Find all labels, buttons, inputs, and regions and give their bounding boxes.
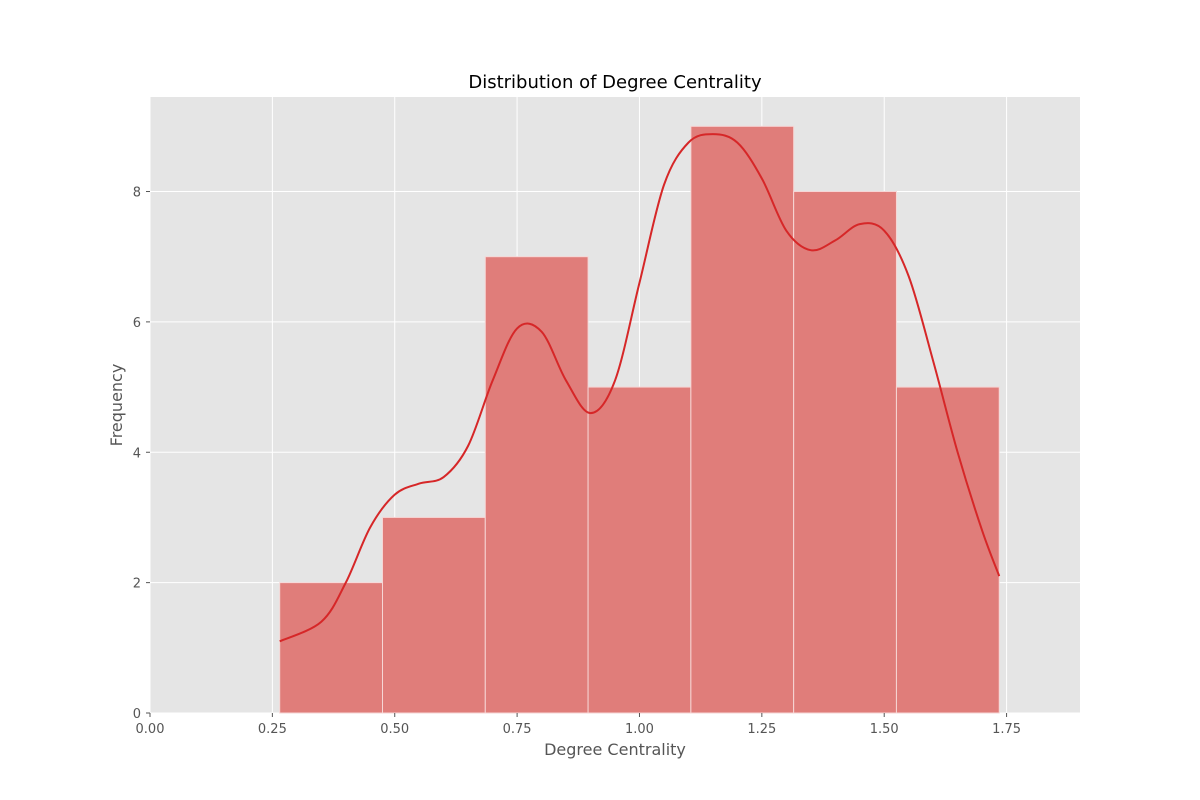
histogram-bar — [895, 386, 1000, 714]
y-tick-label: 8 — [133, 186, 141, 201]
x-tick-label: 1.50 — [870, 722, 899, 737]
chart-title: Distribution of Degree Centrality — [468, 72, 762, 93]
x-tick-label: 0.00 — [136, 722, 165, 737]
histogram-bar — [690, 125, 795, 714]
x-axis-label: Degree Centrality — [544, 740, 686, 759]
histogram-bar — [382, 516, 486, 714]
x-tick-label: 0.25 — [258, 722, 287, 737]
x-axis-ticks: 0.00 0.25 0.50 0.75 1.00 1.25 1.50 1.75 — [136, 713, 1021, 737]
y-axis-label: Frequency — [107, 364, 126, 447]
x-tick-label: 0.75 — [503, 722, 532, 737]
x-tick-label: 1.00 — [625, 722, 654, 737]
y-axis-ticks: 0 2 4 6 8 — [133, 186, 150, 722]
y-tick-label: 2 — [133, 577, 141, 592]
x-tick-label: 0.50 — [380, 722, 409, 737]
histogram-bar — [484, 256, 589, 714]
y-tick-label: 6 — [133, 316, 141, 331]
kde-curve — [279, 133, 1001, 643]
histogram-bar — [587, 386, 692, 714]
histogram-bars — [279, 125, 1000, 714]
y-tick-label: 0 — [133, 707, 141, 722]
histogram-bar — [793, 191, 897, 714]
x-tick-label: 1.75 — [992, 722, 1021, 737]
y-tick-label: 4 — [133, 446, 141, 461]
histogram-bar — [279, 582, 384, 714]
x-tick-label: 1.25 — [747, 722, 776, 737]
